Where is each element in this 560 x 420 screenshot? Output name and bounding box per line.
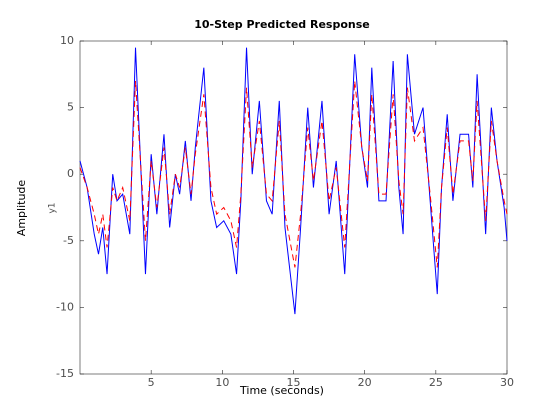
y-axis-label: Amplitude <box>15 180 28 237</box>
y-tick-label: 5 <box>67 101 74 114</box>
y-tick-label: -5 <box>63 234 74 247</box>
x-tick-label: 25 <box>429 376 443 389</box>
y-tick-label: -10 <box>56 300 74 313</box>
output-label: y1 <box>48 202 58 213</box>
x-axis-label: Time (seconds) <box>239 384 324 397</box>
x-tick-label: 20 <box>358 376 372 389</box>
chart-title: 10-Step Predicted Response <box>194 18 370 31</box>
y-tick-label: 0 <box>67 167 74 180</box>
x-tick-label: 5 <box>148 376 155 389</box>
data-line <box>79 80 508 268</box>
plot-area <box>79 40 508 375</box>
y-tick-label: 10 <box>60 34 74 47</box>
x-tick-label: 15 <box>287 376 301 389</box>
x-tick-label: 10 <box>215 376 229 389</box>
y-tick-label: -15 <box>56 367 74 380</box>
x-tick-label: 30 <box>500 376 514 389</box>
